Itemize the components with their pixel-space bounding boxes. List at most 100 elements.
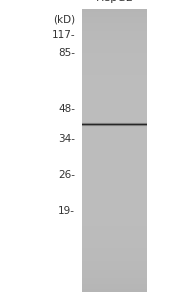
Bar [82,93,147,94]
Bar [82,131,147,133]
Bar [82,171,147,172]
Bar [82,94,147,96]
Bar [82,74,147,75]
Bar [82,87,147,88]
Bar [82,273,147,275]
Bar [82,269,147,271]
Bar [82,287,147,289]
Bar [82,34,147,36]
Bar [82,183,147,184]
Bar [82,153,147,154]
Bar [82,94,147,95]
Bar [82,104,147,106]
Bar [82,143,147,145]
Bar [82,31,147,32]
Bar [82,56,147,58]
Bar [82,21,147,23]
Bar [82,106,147,107]
Bar [82,179,147,181]
Bar [82,70,147,72]
Bar [82,220,147,222]
Bar [82,59,147,60]
Bar [82,36,147,38]
Bar [82,114,147,116]
Bar [82,130,147,132]
Bar [82,80,147,82]
Bar [82,253,147,254]
Bar [82,66,147,68]
Bar [82,148,147,150]
Bar [82,72,147,74]
Bar [82,19,147,21]
Bar [82,229,147,230]
Bar [82,99,147,101]
Bar [82,222,147,224]
Bar [82,32,147,33]
Bar [82,42,147,44]
Bar [82,71,147,73]
Bar [82,112,147,113]
Bar [82,117,147,118]
Bar [82,209,147,211]
Bar [82,288,147,290]
Bar [82,220,147,221]
Bar [82,205,147,206]
Bar [82,228,147,230]
Bar [82,112,147,114]
Bar [82,83,147,85]
Bar [82,169,147,170]
Bar [82,165,147,166]
Bar [82,163,147,165]
Bar [82,170,147,171]
Bar [82,266,147,267]
Bar [82,157,147,158]
Bar [82,246,147,247]
Bar [82,54,147,56]
Bar [82,141,147,142]
Bar [82,162,147,164]
Bar [82,257,147,259]
Bar [82,134,147,136]
Bar [82,200,147,201]
Bar [82,17,147,19]
Bar [82,145,147,147]
Bar [82,285,147,287]
Bar [82,186,147,187]
Bar [82,258,147,260]
Bar [82,10,147,11]
Bar [82,243,147,244]
Bar [82,23,147,25]
Bar [82,146,147,148]
Bar [82,248,147,249]
Bar [82,75,147,76]
Bar [82,24,147,26]
Bar [82,88,147,89]
Text: (kD): (kD) [53,14,75,25]
Bar [82,115,147,117]
Bar [82,241,147,243]
Bar [82,172,147,173]
Bar [82,290,147,292]
Bar [82,32,147,34]
Bar [82,226,147,228]
Bar [82,188,147,189]
Bar [82,259,147,261]
Bar [82,172,147,174]
Bar [82,107,147,108]
Bar [82,235,147,236]
Bar [82,142,147,144]
Bar [82,250,147,252]
Bar [82,254,147,255]
Bar [82,213,147,214]
Text: 117-: 117- [52,29,75,40]
Bar [82,197,147,199]
Bar [82,233,147,234]
Bar [82,86,147,88]
Bar [82,167,147,169]
Bar [82,254,147,256]
Bar [82,270,147,272]
Bar [82,28,147,29]
Bar [82,202,147,204]
Bar [82,30,147,31]
Bar [82,119,147,121]
